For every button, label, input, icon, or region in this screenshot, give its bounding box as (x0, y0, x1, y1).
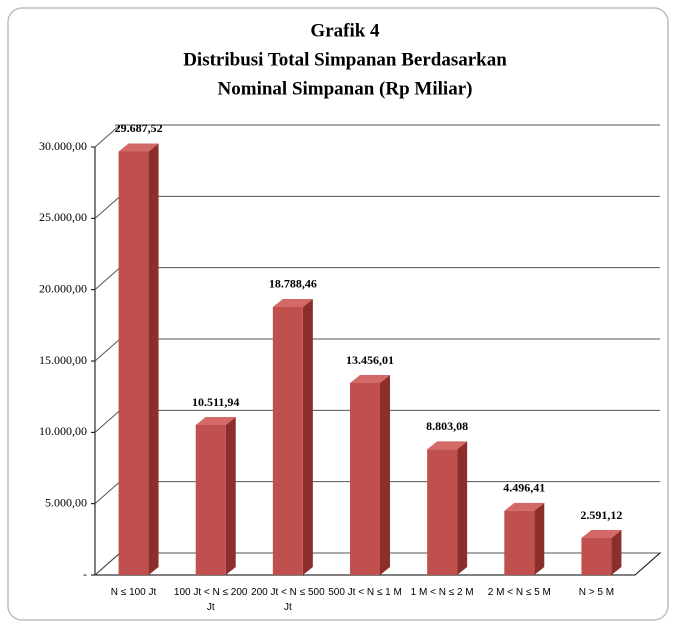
x-tick-label: 500 Jt < N ≤ 1 M (328, 587, 402, 598)
value-label: 29.687,52 (115, 121, 163, 135)
y-tick-label: 5.000,00 (45, 495, 87, 509)
bar (350, 375, 390, 575)
bar-side (380, 375, 390, 575)
y-tick-label: 25.000,00 (39, 210, 87, 224)
chart-title: Nominal Simpanan (Rp Miliar) (218, 78, 473, 99)
grid-line (94, 195, 121, 219)
bar (504, 502, 545, 575)
value-label: 8.803,08 (426, 419, 468, 433)
chart-title: Grafik 4 (310, 20, 380, 41)
chart-title: Distribusi Total Simpanan Berdasarkan (183, 49, 507, 70)
bar-side (225, 417, 236, 575)
value-label: 18.788,46 (269, 277, 317, 291)
x-tick-label: 2 M < N ≤ 5 M (487, 587, 551, 598)
bar-front (504, 510, 535, 575)
x-tick-label: 100 Jt < N ≤ 200 Jt (173, 587, 248, 613)
bar-top (581, 530, 622, 539)
bar (195, 417, 236, 575)
value-label: 13.456,01 (346, 353, 394, 367)
bar-top (118, 143, 159, 152)
x-tick-label: 200 Jt < N ≤ 500 Jt (251, 587, 325, 613)
bar-front (581, 538, 612, 575)
grid-line (94, 552, 121, 576)
bar-front (272, 306, 303, 575)
bar-side (611, 530, 622, 575)
grid-line (94, 124, 121, 148)
bar (118, 143, 159, 575)
value-label: 10.511,94 (192, 395, 239, 409)
y-tick-label: 15.000,00 (39, 353, 87, 367)
bar-side (457, 441, 468, 575)
bar-top (427, 441, 468, 450)
frame (7, 7, 669, 621)
grid-line (94, 481, 121, 505)
y-tick-label: 10.000,00 (39, 424, 87, 438)
value-label: 2.591,12 (580, 508, 622, 522)
bar-side (302, 298, 313, 575)
x-tick-label: 1 M < N ≤ 2 M (410, 587, 474, 598)
y-tick-label: 30.000,00 (39, 139, 87, 153)
y-tick-label: - (83, 567, 87, 581)
bar-top (195, 417, 236, 426)
grid-line (94, 338, 121, 362)
grid-line (94, 267, 121, 291)
value-label: 4.496,41 (503, 481, 545, 495)
bar (427, 441, 468, 575)
bar-front (118, 151, 149, 575)
bar-top (272, 298, 313, 307)
bar-side (148, 143, 159, 575)
grid-line (94, 409, 121, 433)
bar-top (350, 375, 390, 384)
bar (272, 298, 313, 575)
bar (581, 530, 622, 575)
bar-top (504, 502, 545, 511)
bar-front (427, 449, 458, 575)
bar-front (195, 425, 226, 575)
bar-side (534, 502, 545, 575)
x-tick-label: N > 5 M (578, 587, 615, 598)
x-tick-label: N ≤ 100 Jt (110, 587, 157, 598)
y-tick-label: 20.000,00 (39, 281, 87, 295)
bar-front (350, 383, 380, 575)
